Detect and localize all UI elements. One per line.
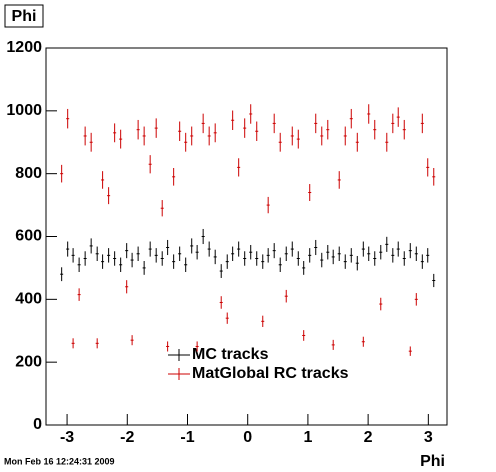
x-tick-label: 0 <box>243 429 252 446</box>
y-tick-label: 800 <box>15 165 42 182</box>
title-box <box>4 4 44 28</box>
legend: MC tracks MatGlobal RC tracks <box>168 346 349 382</box>
x-tick-label: -1 <box>180 429 194 446</box>
legend-label: MatGlobal RC tracks <box>192 365 349 382</box>
x-tick-label: 3 <box>424 429 433 446</box>
x-tick-label: 2 <box>364 429 373 446</box>
y-tick-label: 200 <box>15 353 42 370</box>
y-tick-label: 1000 <box>6 102 42 119</box>
footer: Mon Feb 16 12:24:31 2009 <box>4 456 115 466</box>
y-tick-label: 1200 <box>6 39 42 56</box>
x-axis-label: Phi <box>420 453 445 470</box>
y-tick-label: 400 <box>15 291 42 308</box>
y-tick-label: 600 <box>15 228 42 245</box>
chart-title: Phi <box>12 8 37 25</box>
x-tick-label: 1 <box>303 429 312 446</box>
y-tick-label: 0 <box>33 416 42 433</box>
x-tick-label: -3 <box>60 429 74 446</box>
x-tick-label: -2 <box>120 429 134 446</box>
legend-label: MC tracks <box>192 346 269 363</box>
